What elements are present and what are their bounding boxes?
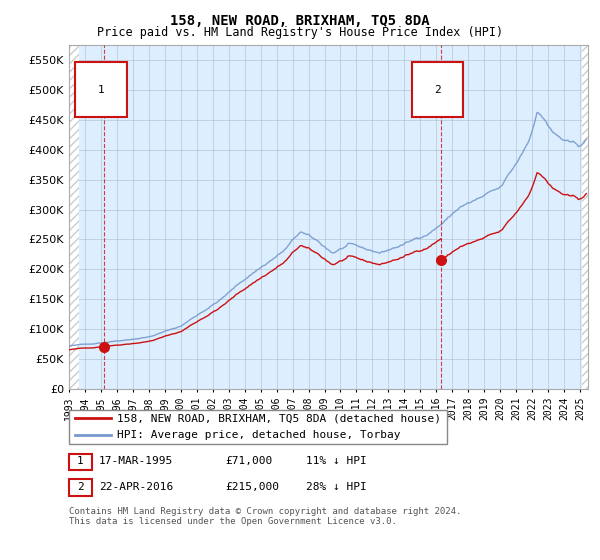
Text: 158, NEW ROAD, BRIXHAM, TQ5 8DA (detached house): 158, NEW ROAD, BRIXHAM, TQ5 8DA (detache… — [117, 413, 441, 423]
Text: 2: 2 — [77, 482, 84, 492]
Text: HPI: Average price, detached house, Torbay: HPI: Average price, detached house, Torb… — [117, 430, 401, 440]
Text: Price paid vs. HM Land Registry's House Price Index (HPI): Price paid vs. HM Land Registry's House … — [97, 26, 503, 39]
Text: 2: 2 — [434, 85, 441, 95]
Text: Contains HM Land Registry data © Crown copyright and database right 2024.
This d: Contains HM Land Registry data © Crown c… — [69, 507, 461, 526]
Bar — [69, 45, 79, 389]
Text: 17-MAR-1995: 17-MAR-1995 — [99, 456, 173, 466]
Text: 11% ↓ HPI: 11% ↓ HPI — [306, 456, 367, 466]
Text: 22-APR-2016: 22-APR-2016 — [99, 482, 173, 492]
Text: 1: 1 — [98, 85, 104, 95]
Text: 158, NEW ROAD, BRIXHAM, TQ5 8DA: 158, NEW ROAD, BRIXHAM, TQ5 8DA — [170, 14, 430, 28]
Bar — [581, 45, 588, 389]
Text: 1: 1 — [77, 456, 84, 466]
Text: 28% ↓ HPI: 28% ↓ HPI — [306, 482, 367, 492]
Text: £71,000: £71,000 — [225, 456, 272, 466]
Text: £215,000: £215,000 — [225, 482, 279, 492]
